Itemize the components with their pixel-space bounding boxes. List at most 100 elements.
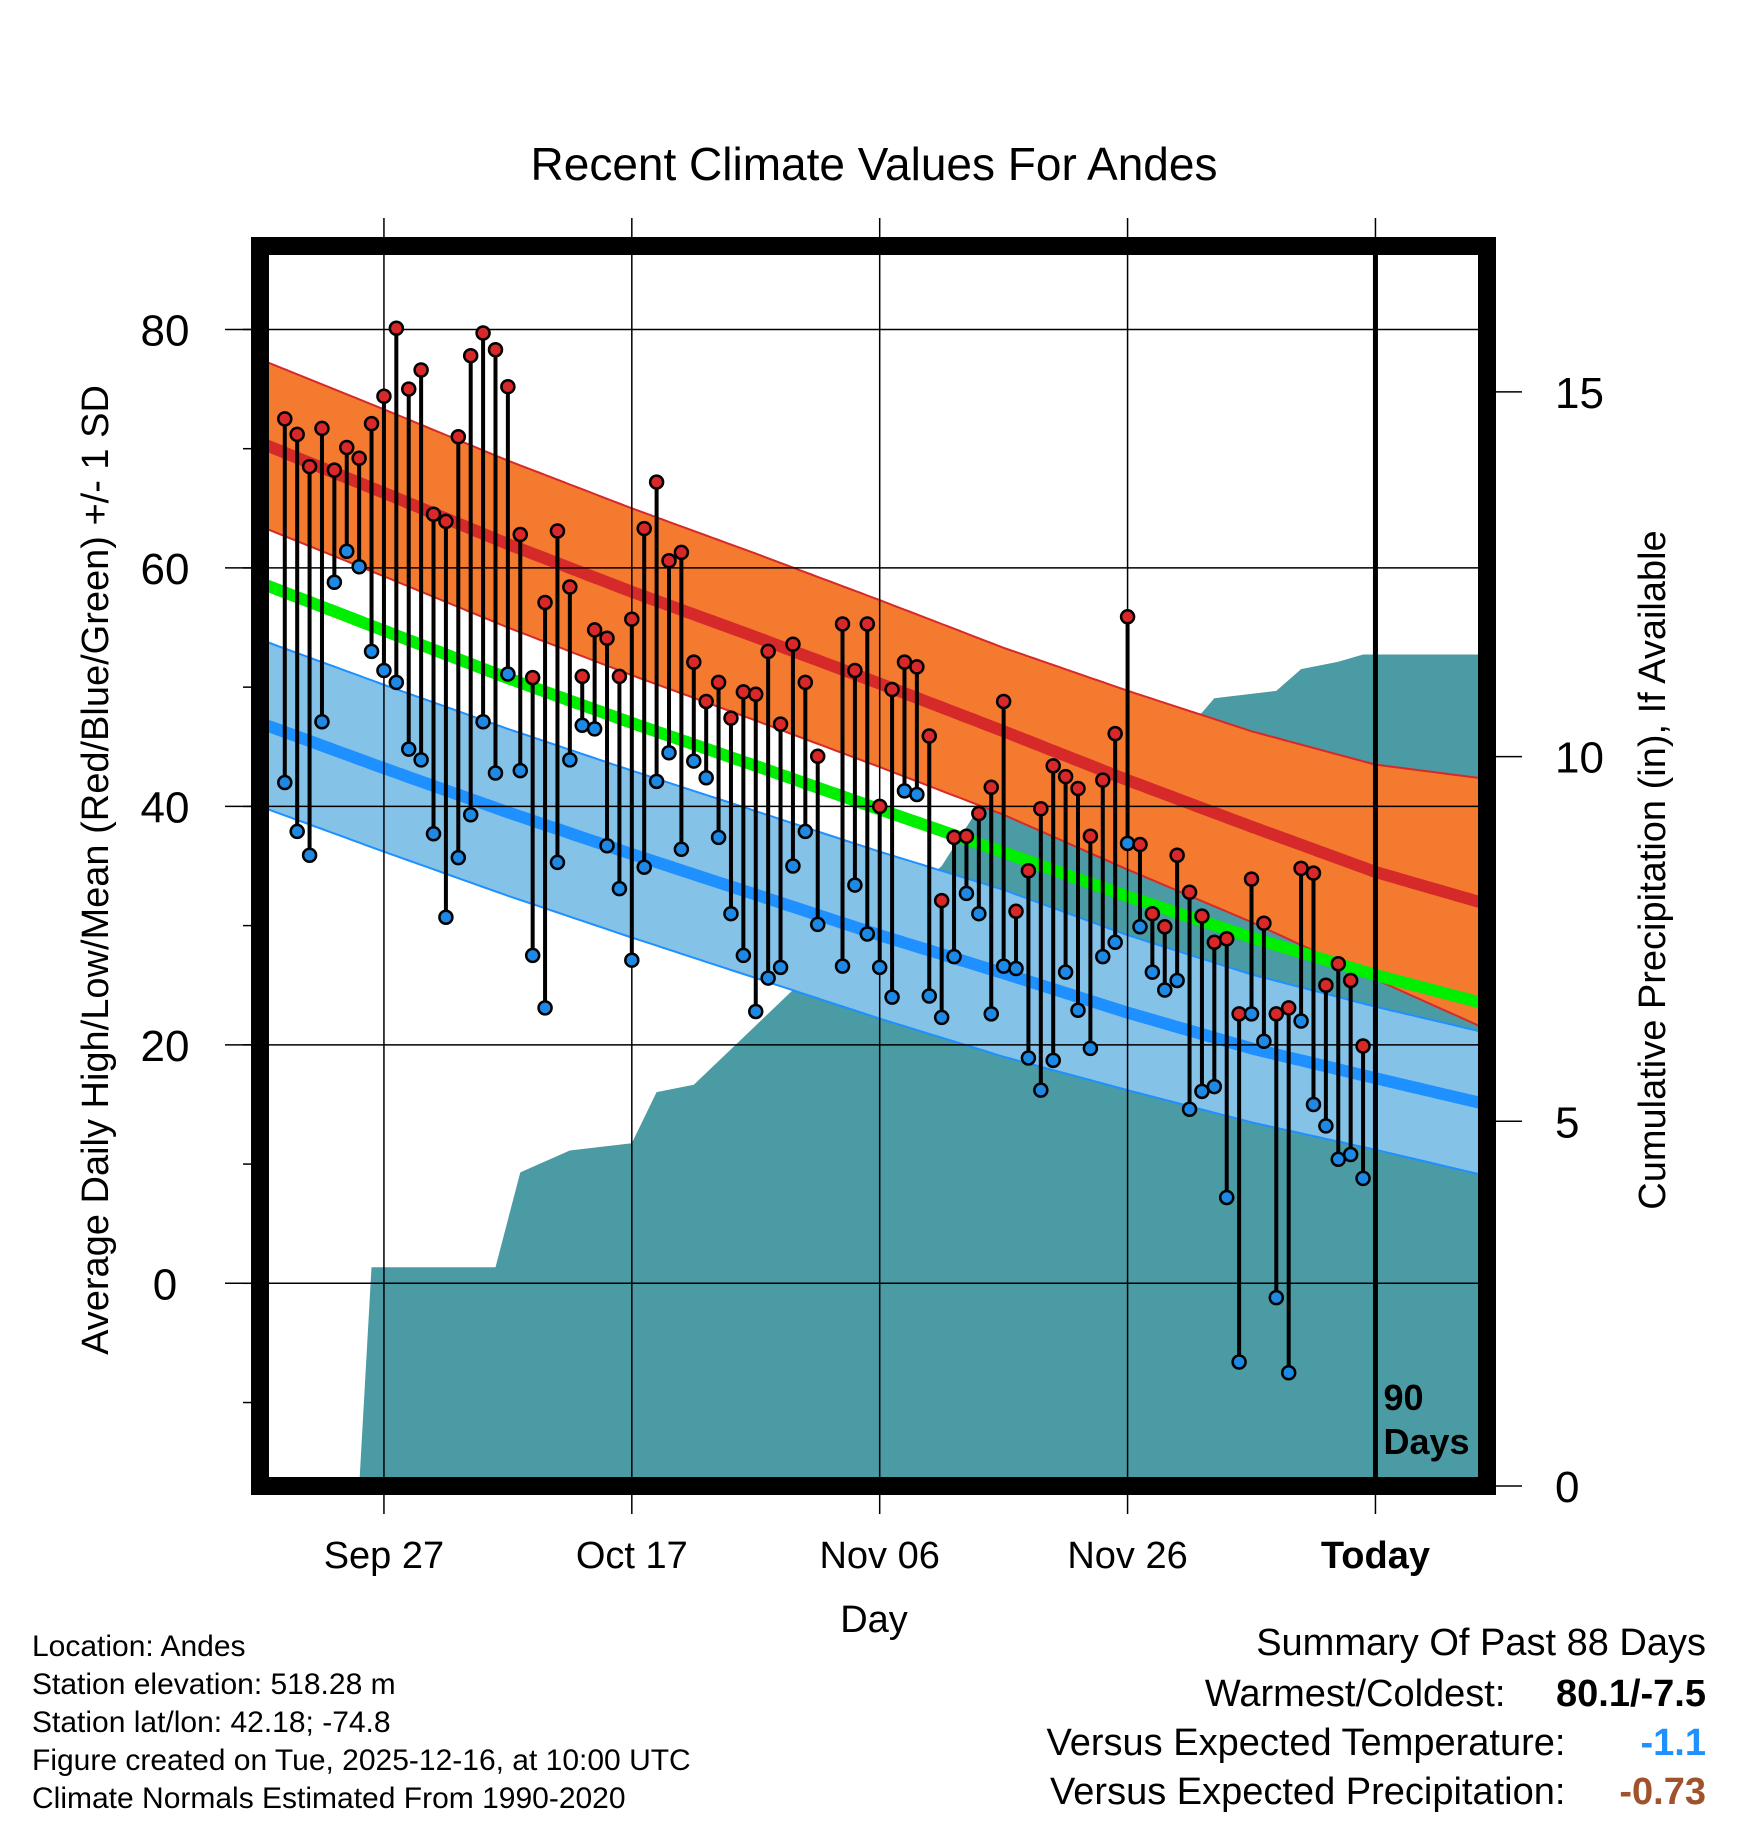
- obs-low-point: [748, 1003, 764, 1020]
- obs-high-point: [400, 381, 417, 397]
- obs-low-point: [301, 847, 318, 864]
- obs-high-point: [710, 674, 727, 691]
- obs-high-point: [487, 341, 504, 358]
- obs-low-point: [1256, 1033, 1272, 1050]
- obs-high-point: [859, 616, 876, 632]
- obs-low-point: [599, 837, 615, 854]
- obs-low-point: [723, 905, 739, 922]
- obs-low-point: [995, 958, 1012, 974]
- y2-tick-label: 15: [1555, 369, 1604, 418]
- obs-low-point: [847, 877, 863, 893]
- obs-high-point: [1355, 1038, 1371, 1054]
- obs-low-point: [971, 905, 987, 922]
- obs-high-point: [909, 659, 925, 675]
- plot-frame: [251, 237, 1496, 1495]
- obs-low-point: [1169, 972, 1185, 989]
- obs-high-point: [611, 668, 628, 685]
- obs-low-point: [648, 773, 665, 790]
- obs-low-point: [277, 774, 293, 791]
- summary-temp-label: Versus Expected Temperature:: [1046, 1722, 1566, 1764]
- obs-high-point: [475, 325, 491, 341]
- obs-low-point: [475, 713, 491, 730]
- obs-low-point: [500, 666, 516, 682]
- obs-high-point: [834, 616, 851, 632]
- y2-tick-label: 5: [1555, 1098, 1579, 1147]
- x-tick-label: Sep 27: [324, 1535, 444, 1577]
- obs-low-point: [388, 674, 405, 691]
- y-axis-label: Average Daily High/Low/Mean (Red/Blue/Gr…: [75, 385, 117, 1355]
- obs-high-point: [1318, 977, 1334, 993]
- obs-high-point: [1082, 828, 1099, 844]
- obs-low-point: [785, 858, 801, 874]
- obs-high-point: [995, 693, 1012, 710]
- low-sd-band: [260, 638, 1487, 1178]
- obs-low-point: [909, 786, 925, 803]
- footer-normals: Climate Normals Estimated From 1990-2020: [32, 1782, 626, 1815]
- obs-high-point: [599, 630, 615, 647]
- obs-high-point: [1243, 871, 1260, 887]
- obs-high-point: [438, 513, 454, 530]
- obs-high-point: [1057, 768, 1074, 785]
- obs-high-point: [1342, 972, 1359, 989]
- obs-low-point: [1218, 1189, 1235, 1206]
- x-tick-label: Nov 06: [819, 1535, 939, 1577]
- obs-high-point: [450, 429, 467, 445]
- obs-high-point: [896, 654, 913, 670]
- summary-warm-cold-label: Warmest/Coldest:: [1204, 1673, 1506, 1715]
- summary-title: Summary Of Past 88 Days: [1256, 1622, 1706, 1664]
- obs-low-point: [896, 783, 913, 799]
- y-tick-label: 80: [141, 306, 190, 355]
- obs-low-point: [859, 926, 876, 942]
- obs-high-point: [1305, 865, 1322, 881]
- obs-low-point: [698, 770, 714, 786]
- obs-low-point: [772, 959, 789, 976]
- obs-high-point: [797, 674, 814, 691]
- obs-high-point: [326, 462, 343, 478]
- obs-high-point: [971, 805, 987, 822]
- obs-low-point: [1008, 960, 1024, 977]
- obs-high-point: [748, 686, 764, 703]
- obs-low-point: [363, 643, 380, 660]
- obs-low-point: [1033, 1082, 1049, 1098]
- obs-low-point: [512, 762, 529, 779]
- obs-low-point: [1157, 982, 1173, 998]
- obs-high-point: [1119, 609, 1136, 625]
- obs-low-point: [537, 1000, 553, 1016]
- obs-high-point: [735, 684, 752, 700]
- summary-precip-row: Versus Expected Precipitation: -0.73: [1047, 1771, 1706, 1814]
- obs-high-point: [1157, 919, 1173, 935]
- obs-low-point: [809, 916, 826, 933]
- obs-low-point: [673, 841, 690, 858]
- obs-low-point: [921, 988, 938, 1004]
- obs-low-point: [376, 662, 392, 679]
- obs-low-point: [1268, 1289, 1285, 1306]
- obs-high-point: [1169, 847, 1185, 864]
- obs-high-point: [1107, 725, 1123, 742]
- observations: [260, 320, 1371, 1381]
- obs-low-point: [1107, 934, 1123, 951]
- obs-low-point: [487, 765, 504, 781]
- obs-high-point: [376, 388, 392, 404]
- obs-high-point: [339, 439, 355, 456]
- obs-low-point: [735, 947, 752, 964]
- obs-low-point: [1355, 1170, 1371, 1187]
- obs-high-point: [1293, 860, 1309, 877]
- obs-high-point: [661, 553, 677, 569]
- obs-high-point: [933, 892, 950, 909]
- obs-high-point: [698, 693, 714, 710]
- obs-low-point: [586, 721, 603, 737]
- obs-high-point: [648, 474, 665, 490]
- obs-low-point: [549, 854, 566, 871]
- obs-high-point: [413, 362, 429, 378]
- obs-high-point: [1095, 772, 1111, 788]
- obs-high-point: [1206, 934, 1223, 951]
- obs-low-point: [1206, 1078, 1223, 1095]
- summary-warm-cold-row: Warmest/Coldest: 80.1/-7.5: [1047, 1673, 1706, 1716]
- obs-high-point: [871, 798, 888, 815]
- obs-high-point: [1020, 863, 1037, 879]
- obs-high-point: [1045, 758, 1061, 774]
- summary-warm-cold-value: 80.1/-7.5: [1556, 1673, 1706, 1715]
- y2-axis-label: Cumulative Precipitation (in), If Availa…: [1632, 530, 1674, 1209]
- obs-high-point: [1194, 908, 1210, 924]
